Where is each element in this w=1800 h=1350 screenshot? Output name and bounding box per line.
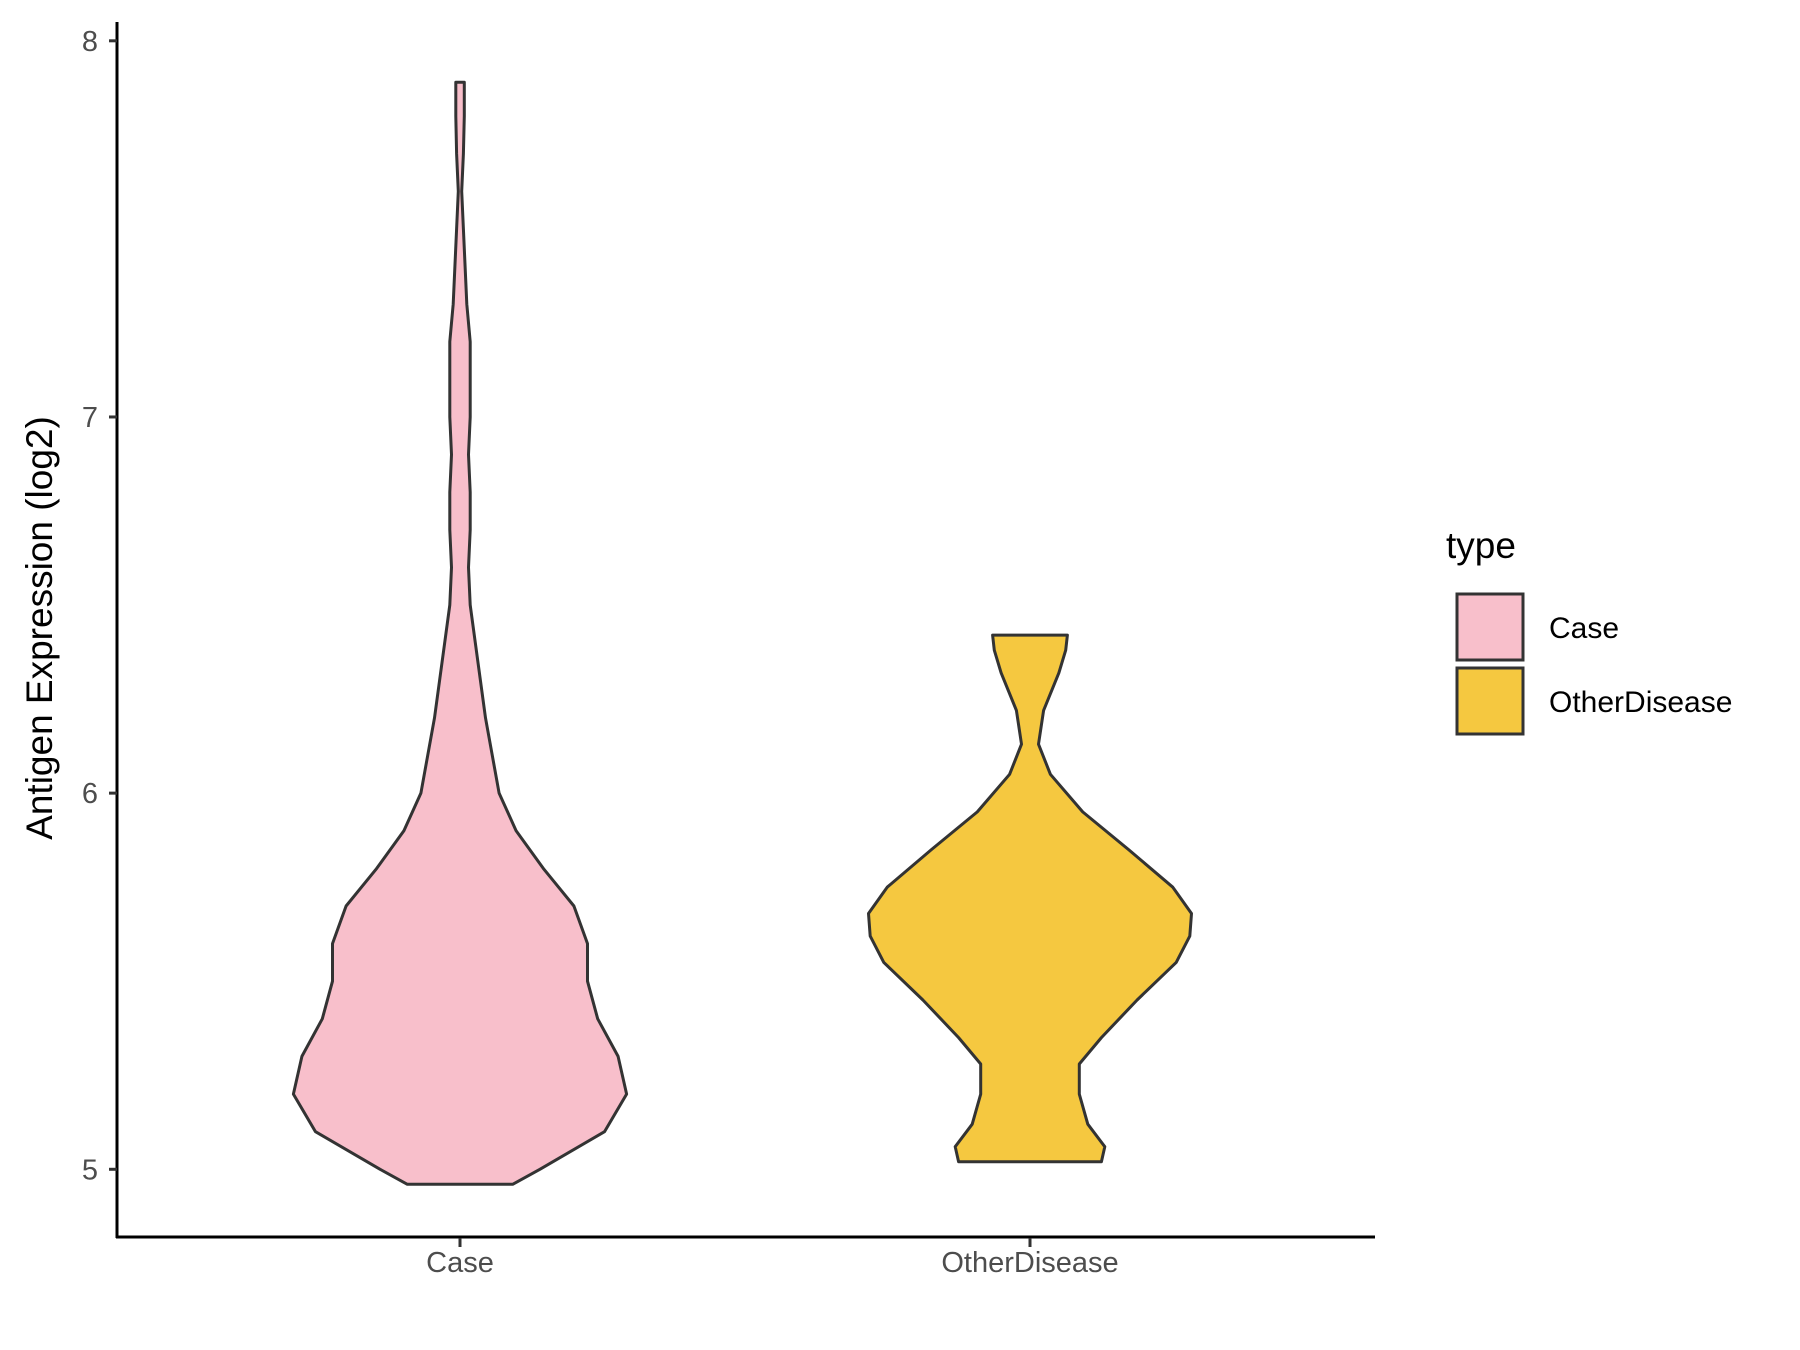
legend-items: Case OtherDisease	[1455, 592, 1732, 736]
violin-otherdisease	[867, 633, 1193, 1164]
x-tick-label: OtherDisease	[941, 1247, 1118, 1279]
y-tick-label: 6	[82, 778, 98, 810]
y-tick-label: 8	[82, 26, 98, 58]
y-tick-label: 5	[82, 1154, 98, 1186]
legend-label-otherdisease: OtherDisease	[1549, 686, 1732, 719]
legend-label-case: Case	[1549, 612, 1619, 645]
x-tick-label: Case	[426, 1247, 494, 1279]
legend-swatch-case	[1455, 592, 1525, 662]
violin-layer	[291, 80, 1193, 1186]
y-axis-ticks: 5 6 7 8	[82, 26, 117, 1186]
x-axis-ticks: Case OtherDisease	[426, 1238, 1119, 1279]
y-tick-label: 7	[82, 402, 98, 434]
legend: type Case OtherDisease	[1446, 525, 1732, 736]
legend-swatch-otherdisease	[1455, 666, 1525, 736]
violin-case	[291, 80, 629, 1186]
legend-title: type	[1446, 525, 1516, 566]
y-axis-title: Antigen Expression (log2)	[19, 416, 60, 840]
